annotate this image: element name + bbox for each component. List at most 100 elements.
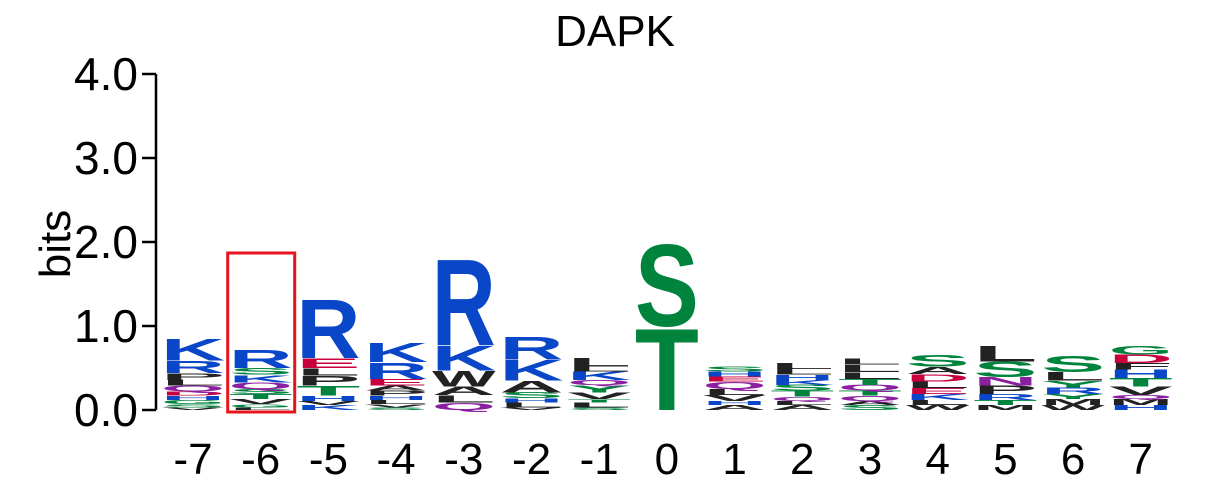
logo-letter: R: [161, 357, 225, 377]
logo-letter: A: [432, 385, 496, 398]
x-tick-label: -3: [444, 435, 483, 484]
logo-letter: L: [973, 341, 1037, 366]
logo-letter: Q: [770, 396, 834, 403]
logo-letter: E: [364, 377, 428, 387]
logo-column: TS: [635, 220, 699, 435]
logo-letter: V: [364, 403, 428, 408]
logo-letter: L: [770, 367, 834, 376]
logo-letter: T: [296, 383, 360, 399]
logo-letter: K: [432, 339, 496, 378]
logo-letter: L: [906, 380, 970, 390]
logo-letter: L: [567, 401, 631, 409]
logo-letter: Y: [1041, 379, 1105, 389]
logo-letter: K: [364, 337, 428, 368]
x-tick-label: -5: [309, 435, 348, 484]
logo-letter: R: [296, 283, 360, 376]
logo-letter: S: [973, 357, 1037, 382]
logo-letter: K: [906, 393, 970, 402]
logo-letter: G: [1109, 344, 1173, 357]
logo-letter: H: [1109, 404, 1173, 412]
y-axis-label: bits: [31, 210, 80, 278]
logo-letter: W: [906, 404, 971, 412]
logo-letter: V: [500, 407, 564, 411]
logo-letter: A: [906, 365, 970, 377]
logo-letter: S: [567, 407, 631, 411]
logo-columns: VSGHDQLPRKLGVTSQKSRKVHTPLERSVLHPAERKQLAW…: [161, 220, 1173, 435]
y-axis-ticks: 0.0 1.0 2.0 3.0 4.0: [74, 48, 156, 436]
logo-letter: Q: [161, 384, 225, 393]
logo-letter: L: [567, 356, 631, 369]
x-tick-label: 5: [993, 435, 1017, 484]
logo-letter: V: [567, 391, 631, 401]
y-tick-label: 1.0: [74, 300, 138, 352]
logo-letter: T: [635, 306, 699, 435]
logo-letter: L: [229, 407, 293, 411]
logo-letter: F: [1109, 361, 1173, 371]
logo-letter: A: [364, 384, 428, 392]
logo-letter: L: [161, 378, 225, 387]
logo-letter: L: [567, 365, 631, 373]
logo-letter: K: [567, 369, 631, 382]
logo-letter: H: [1109, 368, 1173, 381]
logo-letter: E: [296, 355, 360, 371]
logo-letter: R: [432, 234, 496, 372]
logo-letter: L: [1041, 370, 1105, 383]
logo-letter: H: [770, 374, 834, 382]
logo-letter: V: [297, 400, 361, 406]
logo-letter: H: [500, 397, 564, 404]
logo-letter: T: [973, 399, 1037, 407]
logo-letter: V: [1109, 384, 1173, 397]
logo-letter: K: [770, 379, 834, 387]
logo-letter: M: [1109, 398, 1173, 407]
x-tick-label: -2: [512, 435, 551, 484]
logo-letter: V: [703, 394, 767, 403]
logo-letter: L: [432, 393, 496, 405]
logo-letter: T: [838, 389, 902, 397]
logo-letter: R: [973, 393, 1037, 402]
logo-letter: V: [229, 398, 293, 406]
logo-letter: S: [499, 391, 563, 400]
logo-letter: Q: [838, 395, 902, 403]
logo-letter: L: [770, 400, 834, 407]
y-tick-label: 4.0: [74, 48, 138, 100]
logo-letter: G: [229, 403, 293, 408]
logo-letter: Q: [1109, 394, 1173, 401]
logo-letter: Q: [838, 383, 902, 392]
x-tick-label: 3: [858, 435, 882, 484]
logo-letter: T: [229, 393, 293, 401]
logo-letter: G: [161, 399, 225, 406]
logo-letter: Y: [567, 383, 631, 395]
logo-letter: R: [1041, 386, 1105, 396]
logo-letter: V: [161, 407, 225, 411]
logo-letter: S: [703, 365, 767, 373]
logo-letter: S: [838, 404, 902, 412]
y-tick-label: 3.0: [74, 132, 138, 184]
logo-letter: H: [703, 400, 767, 407]
x-tick-label: -4: [377, 435, 416, 484]
logo-letter: H: [703, 370, 767, 378]
logo-letter: M: [973, 404, 1037, 412]
logo-letter: K: [296, 404, 360, 412]
logo-letter: S: [229, 388, 293, 396]
logo-letter: A: [703, 404, 767, 412]
x-tick-label: 2: [790, 435, 814, 484]
x-tick-label: 6: [1061, 435, 1085, 484]
logo-letter: A: [838, 400, 902, 407]
x-tick-label: -7: [173, 435, 212, 484]
highlight-layer: [226, 251, 297, 414]
logo-letter: T: [1109, 376, 1173, 389]
logo-letter: S: [161, 403, 225, 408]
x-tick-label: 0: [655, 435, 679, 484]
logo-letter: Q: [567, 379, 631, 387]
